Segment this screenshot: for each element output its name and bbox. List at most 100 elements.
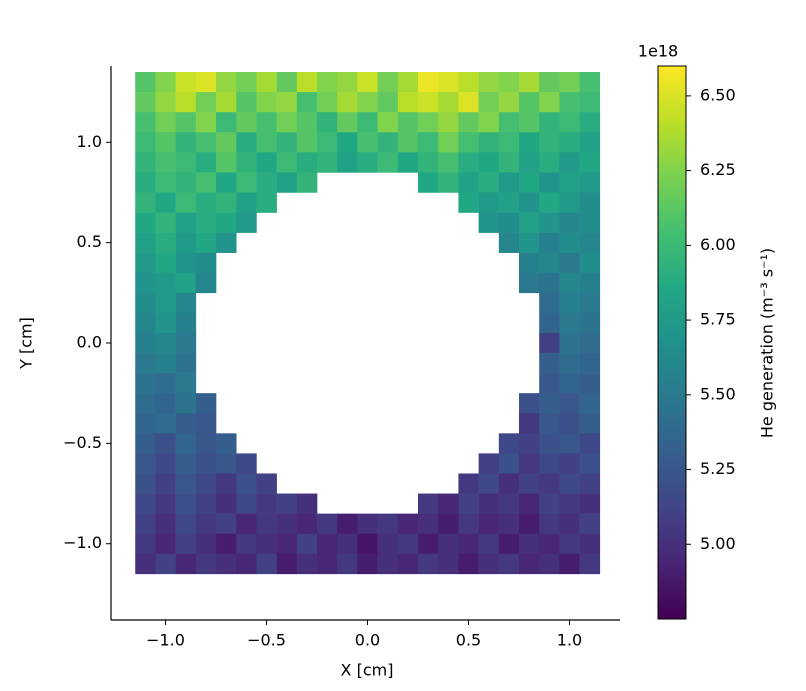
heatmap-cell [559, 112, 580, 133]
heatmap-cell [276, 112, 298, 133]
heatmap-cell [135, 493, 156, 514]
x-tick-label: 1.0 [557, 631, 582, 650]
heatmap-cell [418, 112, 439, 133]
heatmap-cell [498, 453, 520, 474]
heatmap-cell [195, 152, 217, 173]
heatmap-cell [579, 413, 601, 434]
heatmap-cell [519, 272, 540, 294]
heatmap-cell [438, 533, 459, 555]
heatmap-cell [438, 513, 459, 534]
heatmap-cell [458, 192, 479, 213]
heatmap-cell [216, 72, 237, 93]
heatmap-cell [296, 553, 318, 575]
heatmap-cell [256, 473, 277, 494]
heatmap-cell [478, 72, 500, 93]
heatmap-cell [175, 72, 197, 93]
heatmap-cell [155, 353, 176, 374]
heatmap-cell [418, 533, 439, 555]
heatmap-cell [135, 353, 156, 374]
heatmap-cell [559, 312, 580, 334]
colorbar-label: He generation (m⁻³ s⁻¹) [758, 248, 777, 438]
heatmap-cell [175, 453, 197, 474]
heatmap-cell [296, 172, 318, 193]
heatmap-cell [559, 152, 580, 173]
heatmap-cell [155, 332, 176, 354]
heatmap-cell [135, 433, 156, 454]
heatmap-cell [155, 473, 176, 494]
heatmap-cell [458, 473, 479, 494]
colorbar-tick-label: 6.50 [700, 85, 736, 104]
heatmap-cell [579, 353, 601, 374]
heatmap-cell [276, 72, 298, 93]
heatmap-cell [498, 473, 520, 494]
heatmap-cell [195, 92, 217, 113]
heatmap-cell [498, 72, 520, 93]
heatmap-cell [357, 72, 378, 93]
heatmap-cell [478, 92, 500, 113]
heatmap-cell [135, 513, 156, 534]
heatmap-cell [539, 232, 560, 253]
heatmap-cell [256, 72, 277, 93]
x-tick-label: −1.0 [146, 631, 185, 650]
heatmap-cell [498, 192, 520, 213]
heatmap-cell [317, 152, 338, 173]
heatmap-cell [438, 493, 459, 514]
heatmap-cell [195, 192, 217, 213]
heatmap-cell [559, 413, 580, 434]
heatmap-cell [539, 513, 560, 534]
heatmap-cell [519, 513, 540, 534]
heatmap-cell [418, 132, 439, 153]
heatmap-cell [438, 553, 459, 575]
heatmap-cell [498, 433, 520, 454]
heatmap-cell [539, 132, 560, 153]
heatmap-cell [296, 72, 318, 93]
heatmap-cell [579, 332, 601, 354]
heatmap-cell [216, 453, 237, 474]
heatmap-cell [175, 92, 197, 113]
y-tick-label: 0.0 [77, 333, 102, 352]
heatmap-cell [418, 493, 439, 514]
heatmap-cell [579, 172, 601, 193]
heatmap-cell [155, 292, 176, 314]
heatmap-cell [357, 92, 378, 113]
heatmap-cell [256, 513, 277, 534]
heatmap-cell [519, 132, 540, 153]
heatmap-cell [195, 453, 217, 474]
heatmap-cell [175, 473, 197, 494]
heatmap-cell [195, 132, 217, 153]
heatmap-cell [155, 132, 176, 153]
heatmap-cell [195, 433, 217, 454]
heatmap-cell [498, 232, 520, 253]
heatmap-cell [377, 112, 399, 133]
heatmap-cell [195, 493, 217, 514]
heatmap-cell [478, 172, 500, 193]
heatmap-cell [135, 92, 156, 113]
heatmap-cell [236, 152, 257, 173]
heatmap-cell [175, 232, 197, 253]
heatmap-cell [579, 72, 601, 93]
heatmap-cell [276, 533, 298, 555]
heatmap-cell [418, 72, 439, 93]
heatmap-cell [458, 533, 479, 555]
heatmap-cell [539, 373, 560, 394]
heatmap-cell [438, 112, 459, 133]
heatmap-cell [155, 533, 176, 555]
heatmap-cell [539, 332, 560, 354]
heatmap-cell [256, 172, 277, 193]
heatmap-cell [579, 292, 601, 314]
heatmap-cell [155, 513, 176, 534]
heatmap-cell [175, 513, 197, 534]
heatmap-cell [539, 353, 560, 374]
heatmap-cell [559, 212, 580, 233]
heatmap-cell [195, 232, 217, 253]
y-tick-label: −1.0 [63, 533, 102, 552]
heatmap-cell [135, 132, 156, 153]
heatmap-cell [216, 553, 237, 575]
heatmap-cell [175, 272, 197, 294]
heatmap-cell [256, 533, 277, 555]
heatmap-cell [155, 172, 176, 193]
heatmap-cell [195, 473, 217, 494]
heatmap-cell [236, 92, 257, 113]
heatmap-cell [579, 232, 601, 253]
heatmap-cell [175, 353, 197, 374]
